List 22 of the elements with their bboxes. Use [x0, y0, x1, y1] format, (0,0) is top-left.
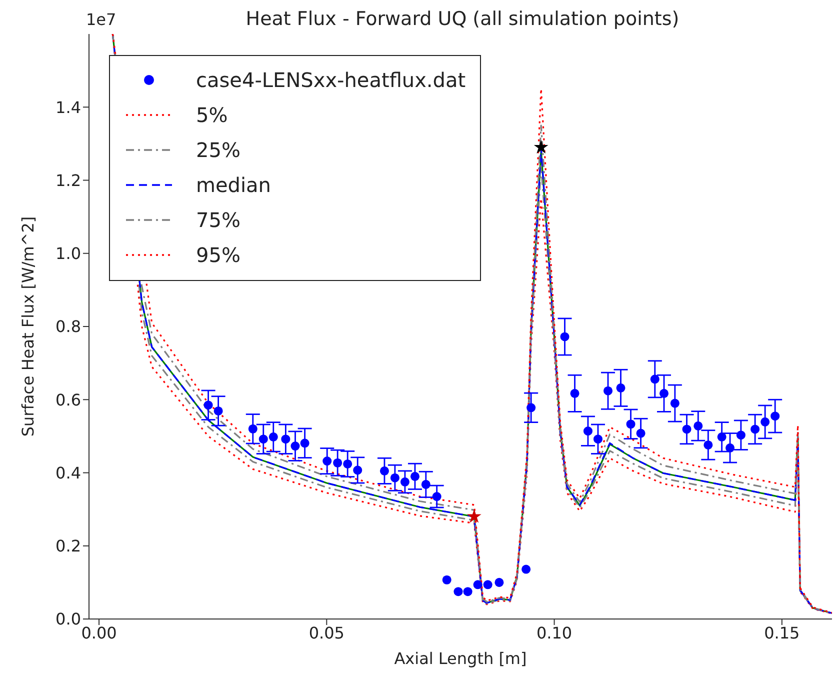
y-tick-label: 0.6 [56, 390, 81, 410]
x-tick-label: 0.00 [81, 623, 117, 642]
legend-label: 75% [195, 206, 242, 234]
y-tick-label: 0.4 [56, 463, 81, 482]
y-tick-label: 0.0 [56, 610, 81, 629]
x-tick-label: 0.10 [536, 623, 572, 642]
x-tick-label: 0.15 [764, 623, 800, 642]
y-axis-title: Surface Heat Flux [W/m^2] [18, 216, 38, 437]
y-tick-label: 0.8 [56, 317, 81, 336]
legend-label: 95% [195, 242, 242, 268]
legend-label: 5% [195, 102, 229, 128]
text: 1e7 [86, 10, 116, 29]
y-tick-label: 1.2 [56, 170, 81, 190]
legend-label: case4-LENSxx-heatflux.dat [195, 66, 466, 94]
x-tick-label: 0.05 [308, 623, 344, 642]
legend-label: median [195, 172, 272, 198]
chart-title: Heat Flux - Forward UQ (all simulation points) [246, 8, 680, 30]
y-tick-label: 0.2 [56, 536, 81, 556]
legend-label: 25% [195, 136, 242, 164]
y-tick-label: 1.4 [56, 98, 81, 117]
y-tick-label: 1.0 [56, 244, 81, 264]
x-axis-title: Axial Length [m] [394, 649, 527, 668]
